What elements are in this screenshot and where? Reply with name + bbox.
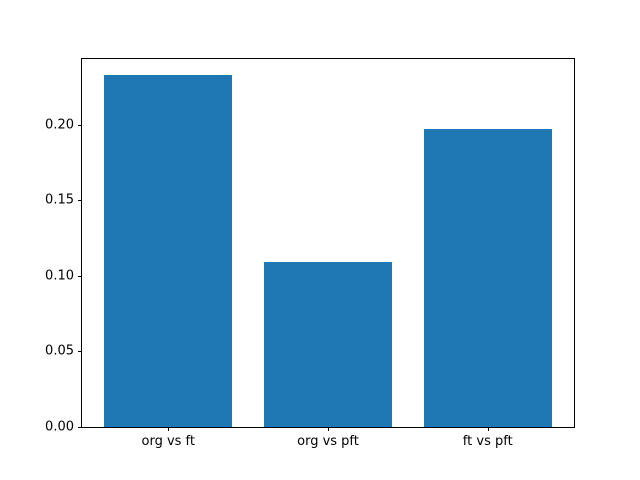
bar-3 <box>423 129 552 427</box>
x-tick-label: ft vs pft <box>462 434 513 449</box>
bar-1 <box>104 74 233 427</box>
bar-2 <box>264 262 392 427</box>
x-tick-mark <box>328 427 329 431</box>
y-tick-mark <box>78 275 82 277</box>
x-tick-label: org vs pft <box>297 434 359 449</box>
y-tick-label: 0.00 <box>45 419 74 435</box>
y-tick-label: 0.10 <box>45 268 74 284</box>
y-tick-label: 0.05 <box>45 343 74 359</box>
x-tick-label: org vs ft <box>141 434 196 449</box>
y-tick-label: 0.20 <box>45 117 74 133</box>
y-tick-label: 0.15 <box>45 192 74 208</box>
x-tick-mark <box>487 427 489 431</box>
y-tick-mark <box>78 351 82 353</box>
axes: 0.00 0.05 0.10 0.15 0.20 org vs ft org vs pft… <box>45 58 575 449</box>
x-tick-mark <box>168 427 170 431</box>
y-tick-mark <box>78 427 82 428</box>
y-tick-mark <box>78 200 82 202</box>
y-tick-mark <box>78 124 82 126</box>
